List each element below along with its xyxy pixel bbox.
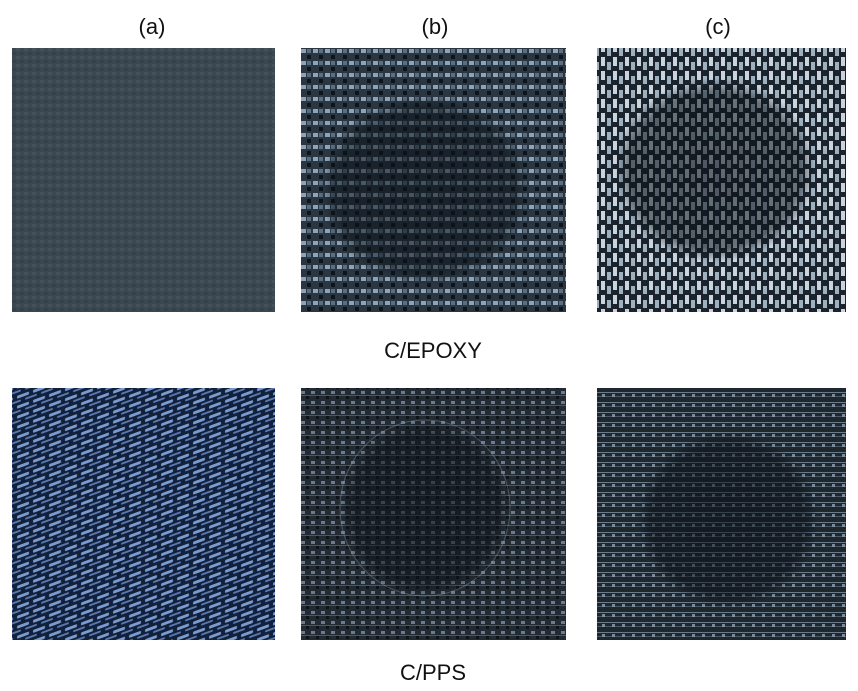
photo-row: [12, 48, 846, 312]
row-label: C/EPOXY: [384, 338, 482, 363]
panel-label: (b): [422, 14, 449, 39]
panel-label: (c): [705, 14, 731, 39]
photo: [12, 48, 275, 312]
panel-label: (a): [139, 14, 166, 39]
impact-zone: [638, 432, 818, 608]
photo: [12, 388, 275, 640]
impact-zone: [320, 95, 530, 285]
photo-row: [12, 388, 846, 640]
row-label: C/PPS: [400, 660, 466, 685]
impact-zone: [339, 419, 511, 597]
impact-zone: [615, 78, 815, 262]
